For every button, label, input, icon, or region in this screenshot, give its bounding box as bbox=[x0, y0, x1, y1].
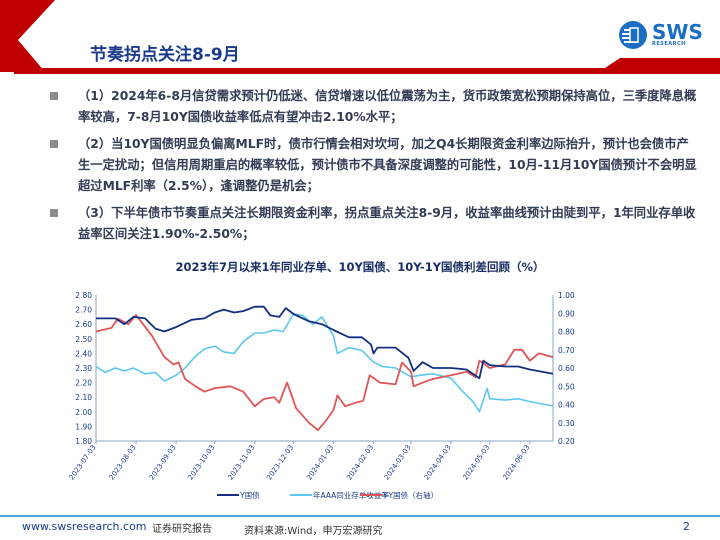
y2-tick-label: 0.20 bbox=[558, 437, 575, 446]
x-tick-label: 2023-10-03 bbox=[187, 444, 217, 482]
footer-report-label: 证券研究报告 bbox=[152, 524, 212, 535]
bullet-item: （2）当10Y国债明显负偏离MLF时，债市行情会相对坎坷，加之Q4长期限资金利率… bbox=[50, 134, 700, 197]
bullet-text: （1）2024年6-8月信贷需求预计仍低迷、信贷增速以低位震荡为主，货币政策宽松… bbox=[78, 89, 697, 124]
x-tick-label: 2023-11-03 bbox=[227, 444, 257, 482]
series-line-0 bbox=[96, 305, 554, 380]
y-tick-label: 2.00 bbox=[75, 408, 92, 417]
legend-label-0: Y国债 bbox=[239, 490, 260, 500]
footer-website-link[interactable]: www.swsresearch.com bbox=[22, 520, 147, 533]
y-tick-label: 2.20 bbox=[75, 379, 92, 388]
y2-tick-label: 1.00 bbox=[558, 291, 575, 300]
bullet-text: （2）当10Y国债明显负偏离MLF时，债市行情会相对坎坷，加之Q4长期限资金利率… bbox=[78, 137, 697, 193]
page-number: 2 bbox=[683, 520, 690, 533]
y-tick-label: 2.30 bbox=[75, 364, 92, 373]
bullet-list: （1）2024年6-8月信贷需求预计仍低迷、信贷增速以低位震荡为主，货币政策宽松… bbox=[50, 86, 700, 251]
y-tick-label: 2.50 bbox=[75, 335, 92, 344]
logo-globe-icon bbox=[619, 21, 647, 49]
x-tick-label: 2023-12-03 bbox=[265, 444, 295, 482]
header-red-bar bbox=[14, 68, 720, 74]
source-note: 资料来源:Wind，申万宏源研究 bbox=[244, 526, 383, 537]
y-tick-label: 1.80 bbox=[75, 437, 92, 446]
line-chart: 2.80 2.70 2.60 2.50 2.40 2.30 2.20 2.10 2.00 1.90… bbox=[68, 291, 575, 500]
logo-subtext: RESEARCH bbox=[652, 41, 686, 47]
page-title: 节奏拐点关注8-9月 bbox=[90, 45, 240, 65]
logo-text: SWS bbox=[652, 20, 703, 44]
y2-tick-label: 0.70 bbox=[558, 346, 575, 355]
x-tick-label: 2024-05-03 bbox=[461, 444, 491, 482]
y2-tick-label: 0.60 bbox=[558, 364, 575, 373]
y-tick-label: 2.70 bbox=[75, 306, 92, 315]
y2-tick-label: 0.30 bbox=[558, 419, 575, 428]
x-tick-label: 2024-02-03 bbox=[345, 444, 375, 482]
y-tick-label: 2.60 bbox=[75, 320, 92, 329]
x-tick-label: 2024-01-03 bbox=[305, 444, 335, 482]
header-red-tab bbox=[605, 58, 720, 68]
x-tick-label: 2023-08-03 bbox=[108, 444, 138, 482]
y2-tick-label: 0.80 bbox=[558, 328, 575, 337]
y-tick-label: 1.90 bbox=[75, 422, 92, 431]
y2-tick-label: 0.50 bbox=[558, 382, 575, 391]
series-line-1 bbox=[95, 313, 554, 413]
chart-title: 2023年7月以来1年同业存单、10Y国债、10Y-1Y国债利差回顾（%） bbox=[175, 260, 545, 274]
y-tick-label: 2.80 bbox=[75, 291, 92, 300]
series-line-2 bbox=[95, 314, 554, 432]
y2-tick-label: 0.90 bbox=[558, 309, 575, 318]
bullet-square-icon bbox=[50, 209, 58, 217]
y2-tick-label: 0.40 bbox=[558, 401, 575, 410]
bullet-item: （3）下半年债市节奏重点关注长期限资金利率，拐点重点关注8-9月，收益率曲线预计… bbox=[50, 203, 700, 245]
sws-logo: SWS RESEARCH bbox=[618, 20, 703, 50]
x-tick-label: 2024-03-03 bbox=[383, 444, 413, 482]
legend-label-1: 年AAA同业存单收益率 bbox=[313, 490, 389, 500]
red-chevron bbox=[0, 0, 55, 72]
x-tick-label: 2024-04-03 bbox=[423, 444, 453, 482]
x-tick-label: 2023-09-03 bbox=[148, 444, 178, 482]
x-tick-label: 2023-07-03 bbox=[68, 444, 98, 482]
y-tick-label: 2.40 bbox=[75, 349, 92, 358]
header-decoration bbox=[0, 0, 720, 74]
y-tick-label: 2.10 bbox=[75, 393, 92, 402]
bullet-square-icon bbox=[50, 140, 58, 148]
bullet-square-icon bbox=[50, 92, 58, 100]
footer-divider bbox=[0, 515, 720, 517]
bullet-text: （3）下半年债市节奏重点关注长期限资金利率，拐点重点关注8-9月，收益率曲线预计… bbox=[78, 206, 696, 241]
x-tick-label: 2024-06-03 bbox=[502, 444, 532, 482]
legend-label-2: Y-Y国债（右轴） bbox=[382, 490, 438, 500]
bullet-item: （1）2024年6-8月信贷需求预计仍低迷、信贷增速以低位震荡为主，货币政策宽松… bbox=[50, 86, 700, 128]
